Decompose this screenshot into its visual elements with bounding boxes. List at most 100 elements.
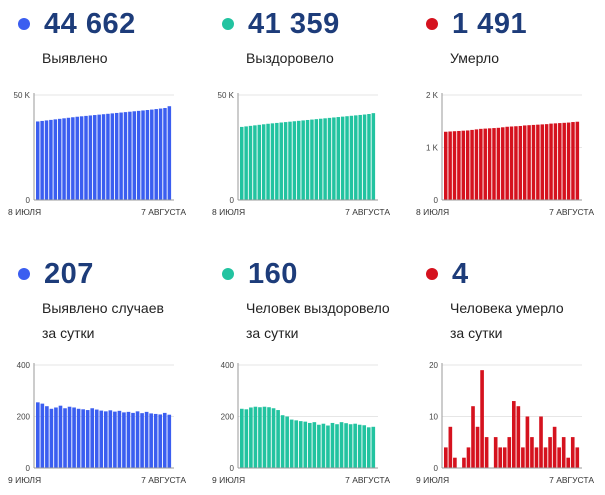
bar [339, 422, 344, 468]
bar [128, 111, 132, 200]
bar [318, 118, 323, 200]
bar [249, 407, 253, 468]
bar [131, 412, 135, 468]
y-tick-label: 2 K [426, 91, 439, 100]
bar [480, 370, 484, 468]
bar [327, 117, 332, 200]
bar [54, 407, 58, 468]
y-tick-label: 20 [429, 361, 438, 370]
bar [310, 119, 314, 200]
bar [132, 111, 137, 200]
chart-recovered-daily: 0 200 400 9 ИЮЛЯ 7 АВГУСТА [212, 361, 390, 485]
bar [140, 413, 144, 468]
chart-detected-daily: 0 200 400 9 ИЮЛЯ 7 АВГУСТА [8, 361, 186, 485]
bar [150, 109, 154, 200]
bar [126, 411, 131, 468]
bar [308, 422, 312, 468]
y-tick-label: 400 [221, 361, 235, 370]
bar [575, 121, 580, 200]
panel-header: 1 491 [426, 4, 527, 44]
y-tick-label: 200 [221, 413, 235, 422]
bar [279, 122, 283, 200]
bar [135, 411, 140, 468]
bar [544, 124, 549, 200]
bar [162, 412, 167, 468]
bar [371, 113, 376, 200]
bar [101, 114, 106, 200]
panel-detected-total: 44 662 Выявлено 0 50 K 8 ИЮЛЯ 7 АВГУСТА [4, 0, 204, 245]
bar [110, 113, 115, 201]
bar [562, 122, 566, 200]
bar [549, 123, 553, 200]
legend-dot-icon [426, 18, 438, 30]
bar [36, 121, 40, 200]
bar [575, 447, 580, 468]
bar [119, 112, 123, 200]
bar [466, 447, 471, 468]
bar [475, 426, 480, 468]
bar [108, 410, 113, 468]
bar [371, 426, 376, 468]
bar [122, 412, 126, 468]
bar [244, 409, 249, 468]
bar [367, 114, 371, 200]
y-tick-label: 1 K [426, 144, 439, 153]
chart-deaths-daily: 0 10 20 9 ИЮЛЯ 7 АВГУСТА [416, 361, 594, 485]
panel-recovered-daily: 160 Человек выздоровело за сутки 0 200 400… [208, 250, 408, 495]
bar [67, 406, 72, 468]
bar [90, 408, 95, 468]
y-tick-label: 0 [434, 464, 439, 473]
bar [49, 119, 53, 200]
bar [561, 437, 566, 468]
bar [294, 420, 299, 468]
bar [509, 126, 514, 200]
bar [298, 421, 303, 468]
bar [317, 424, 321, 468]
bar [57, 118, 62, 200]
bar [253, 406, 258, 468]
bar [36, 402, 40, 468]
legend-dot-icon [18, 268, 30, 280]
bar [58, 405, 63, 468]
bar [289, 419, 294, 468]
bar [276, 410, 280, 468]
panel-label-line: Выздоровело [246, 50, 334, 66]
y-tick-label: 0 [26, 196, 31, 205]
bar [493, 437, 498, 468]
bar [53, 119, 58, 200]
bar [323, 118, 327, 200]
x-start-label: 9 ИЮЛЯ [212, 475, 245, 485]
x-start-label: 9 ИЮЛЯ [416, 475, 449, 485]
bar [258, 407, 262, 468]
bar [344, 423, 348, 468]
bar [461, 130, 466, 200]
bar [340, 116, 345, 200]
bar [448, 131, 452, 200]
bar [448, 426, 453, 468]
panel-value: 1 491 [452, 7, 528, 40]
bar [516, 406, 521, 468]
bar [149, 413, 153, 468]
panel-label-line: за сутки [246, 325, 299, 341]
bar [518, 125, 523, 200]
x-start-label: 8 ИЮЛЯ [212, 207, 245, 217]
legend-dot-icon [222, 18, 234, 30]
x-end-label: 7 АВГУСТА [345, 207, 390, 217]
y-tick-label: 0 [26, 464, 31, 473]
panel-label: Человек выздоровело за сутки [246, 296, 406, 346]
bar [44, 120, 49, 200]
bar [303, 421, 308, 468]
chart-deaths-total: 0 1 K 2 K 8 ИЮЛЯ 7 АВГУСТА [416, 91, 594, 217]
panel-header: 207 [18, 254, 94, 294]
bar [357, 424, 362, 468]
bar [335, 424, 339, 468]
panel-label-line: Выявлено случаев [42, 300, 164, 316]
chart-recovered-total: 0 50 K 8 ИЮЛЯ 7 АВГУСТА [212, 91, 390, 217]
bar [540, 124, 545, 200]
bar [99, 410, 104, 468]
x-end-label: 7 АВГУСТА [549, 207, 594, 217]
bar [502, 447, 507, 468]
bar [444, 447, 448, 468]
y-tick-label: 0 [434, 196, 439, 205]
panel-label-line: за сутки [42, 325, 95, 341]
